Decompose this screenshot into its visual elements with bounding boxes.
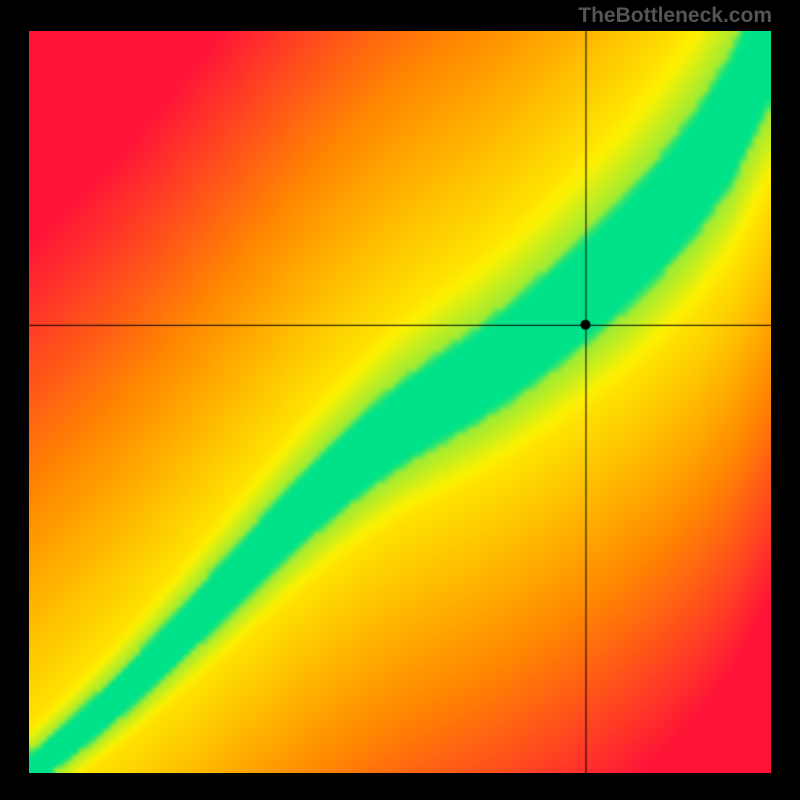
chart-container: TheBottleneck.com: [0, 0, 800, 800]
watermark-text: TheBottleneck.com: [578, 4, 772, 28]
plot-area: [29, 31, 771, 773]
heatmap-canvas: [29, 31, 771, 773]
